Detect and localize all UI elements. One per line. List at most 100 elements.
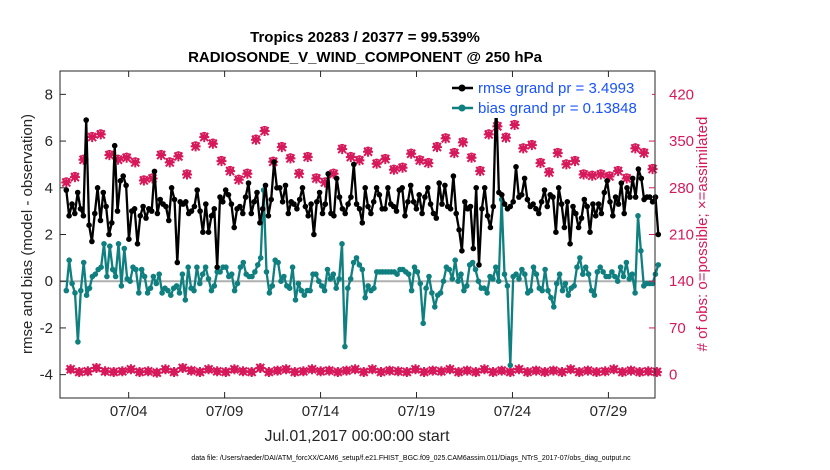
y-tick-label: 8 bbox=[45, 86, 53, 103]
rmse-point bbox=[279, 199, 286, 205]
bias-point bbox=[133, 266, 139, 273]
rmse-point bbox=[439, 201, 445, 207]
bias-point bbox=[75, 339, 81, 345]
rmse-point bbox=[154, 210, 161, 217]
y2-tick-label: 280 bbox=[669, 180, 694, 197]
y2-tick-label: 420 bbox=[669, 86, 694, 103]
bias-point bbox=[298, 287, 305, 294]
rmse-point bbox=[214, 264, 220, 271]
rmse-point bbox=[100, 189, 107, 196]
bias-point bbox=[173, 283, 180, 289]
bias-point bbox=[574, 264, 580, 271]
obs-assimilated-marker bbox=[91, 362, 102, 373]
obs-assimilated-marker bbox=[505, 366, 516, 377]
obs-assimilated-marker bbox=[419, 366, 430, 377]
rmse-point bbox=[285, 210, 292, 217]
obs-assimilated-marker bbox=[177, 362, 188, 373]
rmse-point bbox=[362, 185, 369, 191]
bias-point bbox=[458, 271, 464, 278]
obs-assimilated-marker bbox=[488, 366, 499, 377]
obs-assimilated-marker bbox=[242, 168, 253, 179]
bias-point bbox=[516, 276, 522, 282]
bias-point bbox=[464, 283, 470, 289]
obs-assimilated-marker bbox=[630, 143, 641, 154]
y2-axis-label: # of obs: o=possible; ×=assimilated bbox=[694, 117, 711, 352]
rmse-point bbox=[126, 236, 132, 242]
rmse-point bbox=[575, 224, 582, 231]
obs-assimilated-marker bbox=[647, 164, 658, 175]
rmse-point bbox=[456, 227, 462, 233]
bias-point bbox=[501, 271, 508, 278]
bias-point bbox=[617, 264, 624, 271]
rmse-point bbox=[462, 199, 468, 205]
obs-assimilated-marker bbox=[324, 365, 335, 376]
obs-assimilated-marker bbox=[591, 366, 602, 377]
rmse-point bbox=[564, 199, 571, 205]
bias-point bbox=[513, 271, 519, 278]
bias-point bbox=[423, 285, 429, 292]
bias-point bbox=[330, 271, 337, 278]
obs-assimilated-marker bbox=[74, 366, 85, 377]
obs-assimilated-marker bbox=[65, 364, 76, 375]
rmse-point bbox=[302, 203, 309, 210]
obs-assimilated-marker bbox=[371, 158, 382, 169]
bias-point bbox=[115, 241, 122, 247]
obs-assimilated-marker bbox=[552, 148, 563, 159]
rmse-point bbox=[268, 196, 275, 203]
obs-assimilated-marker bbox=[61, 177, 72, 188]
rmse-point bbox=[442, 182, 448, 189]
obs-assimilated-marker bbox=[457, 137, 468, 148]
obs-assimilated-marker bbox=[151, 367, 162, 378]
bias-point bbox=[266, 290, 273, 296]
bias-point bbox=[176, 290, 183, 296]
bias-point bbox=[429, 290, 435, 296]
rmse-point bbox=[191, 203, 198, 210]
rmse-point bbox=[111, 142, 118, 149]
bias-point bbox=[199, 271, 206, 278]
bias-point bbox=[551, 304, 557, 310]
rmse-point bbox=[294, 206, 300, 212]
bias-point bbox=[553, 280, 560, 287]
obs-assimilated-marker bbox=[147, 173, 158, 184]
bias-point bbox=[63, 287, 70, 294]
obs-assimilated-marker bbox=[358, 366, 369, 377]
rmse-point bbox=[356, 206, 363, 212]
rmse-point bbox=[140, 203, 146, 210]
rmse-point bbox=[205, 229, 212, 235]
obs-assimilated-marker bbox=[100, 366, 111, 377]
bias-point bbox=[452, 257, 459, 264]
bias-point bbox=[620, 273, 627, 280]
rmse-point bbox=[225, 192, 232, 198]
obs-assimilated-marker bbox=[186, 365, 197, 376]
rmse-point bbox=[120, 173, 126, 179]
bias-point bbox=[92, 271, 99, 278]
bias-point bbox=[234, 280, 241, 287]
obs-assimilated-marker bbox=[380, 154, 391, 165]
rmse-point bbox=[373, 185, 380, 191]
bias-point bbox=[257, 255, 264, 261]
y2-tick-label: 350 bbox=[669, 133, 694, 150]
bias-point bbox=[495, 278, 502, 285]
rmse-point bbox=[257, 220, 263, 226]
bias-point bbox=[324, 266, 331, 273]
obs-assimilated-marker bbox=[87, 132, 98, 143]
obs-assimilated-marker bbox=[190, 141, 201, 152]
bias-point bbox=[240, 259, 247, 266]
obs-assimilated-marker bbox=[496, 365, 507, 376]
obs-assimilated-marker bbox=[634, 366, 645, 377]
bias-point bbox=[197, 280, 203, 287]
y2-tick-label: 210 bbox=[669, 227, 694, 244]
rmse-point bbox=[89, 238, 95, 245]
obs-assimilated-marker bbox=[509, 120, 520, 131]
rmse-point bbox=[484, 213, 491, 219]
obs-assimilated-marker bbox=[337, 144, 348, 155]
obs-assimilated-marker bbox=[78, 154, 89, 165]
bias-point bbox=[345, 285, 351, 292]
bias-point bbox=[542, 266, 548, 273]
bias-point bbox=[600, 269, 606, 275]
obs-assimilated-marker bbox=[341, 365, 352, 376]
rmse-point bbox=[533, 206, 539, 212]
rmse-point bbox=[399, 185, 406, 191]
obs-assimilated-marker bbox=[311, 173, 322, 184]
bias-point bbox=[168, 292, 174, 299]
